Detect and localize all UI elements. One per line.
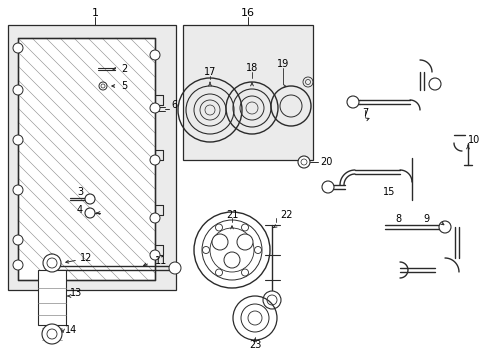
Circle shape	[101, 84, 105, 88]
Circle shape	[47, 329, 57, 339]
Circle shape	[263, 291, 281, 309]
Circle shape	[13, 135, 23, 145]
Text: 2: 2	[121, 64, 127, 74]
Circle shape	[85, 194, 95, 204]
Circle shape	[13, 260, 23, 270]
Bar	[183, 25, 312, 160]
Circle shape	[212, 234, 227, 250]
Circle shape	[266, 295, 276, 305]
Circle shape	[194, 212, 269, 288]
Circle shape	[241, 224, 248, 231]
Circle shape	[99, 82, 107, 90]
Circle shape	[150, 250, 160, 260]
Circle shape	[13, 85, 23, 95]
Text: 22: 22	[280, 210, 292, 220]
Circle shape	[428, 78, 440, 90]
Text: 3: 3	[77, 187, 83, 197]
Circle shape	[215, 224, 222, 231]
Text: 6: 6	[171, 100, 177, 110]
Circle shape	[85, 208, 95, 218]
Text: 11: 11	[155, 256, 167, 266]
Text: 20: 20	[319, 157, 332, 167]
Text: 1: 1	[91, 8, 98, 18]
Circle shape	[254, 247, 261, 253]
Text: 7: 7	[361, 108, 367, 118]
Text: 12: 12	[80, 253, 92, 263]
Circle shape	[169, 262, 181, 274]
Circle shape	[13, 235, 23, 245]
Circle shape	[150, 103, 160, 113]
Circle shape	[150, 213, 160, 223]
Circle shape	[215, 269, 222, 276]
Circle shape	[346, 96, 358, 108]
Circle shape	[150, 50, 160, 60]
Circle shape	[47, 258, 57, 268]
Text: 19: 19	[276, 59, 288, 69]
Text: 13: 13	[70, 288, 82, 298]
Circle shape	[43, 254, 61, 272]
Bar	[38, 270, 66, 325]
Circle shape	[438, 221, 450, 233]
Text: 16: 16	[241, 8, 254, 18]
Text: 21: 21	[225, 210, 238, 220]
Circle shape	[150, 155, 160, 165]
Circle shape	[321, 181, 333, 193]
Text: 14: 14	[65, 325, 77, 335]
Circle shape	[241, 269, 248, 276]
Text: 18: 18	[245, 63, 258, 73]
Bar	[8, 25, 176, 290]
Text: 5: 5	[121, 81, 127, 91]
Circle shape	[237, 234, 252, 250]
Text: 8: 8	[394, 214, 400, 224]
Circle shape	[202, 247, 209, 253]
Circle shape	[297, 156, 309, 168]
Circle shape	[301, 159, 306, 165]
Text: 15: 15	[382, 187, 395, 197]
Circle shape	[42, 324, 62, 344]
Text: 10: 10	[467, 135, 479, 145]
Circle shape	[224, 252, 240, 268]
Text: 9: 9	[422, 214, 428, 224]
Circle shape	[13, 43, 23, 53]
Text: 4: 4	[77, 205, 83, 215]
Text: 17: 17	[203, 67, 216, 77]
Bar	[18, 38, 155, 280]
Circle shape	[13, 185, 23, 195]
Text: 23: 23	[248, 340, 261, 350]
